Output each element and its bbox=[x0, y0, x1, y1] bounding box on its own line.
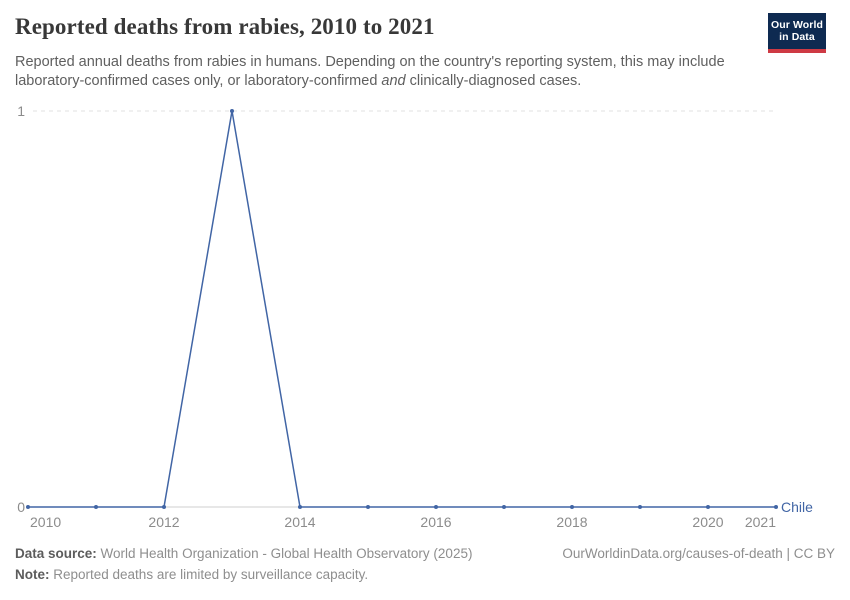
data-point-2012[interactable] bbox=[162, 505, 166, 509]
data-point-2013[interactable] bbox=[230, 109, 234, 113]
data-point-2011[interactable] bbox=[94, 505, 98, 509]
line-chart-canvas[interactable]: 0 1 2010 2012 2014 2016 2018 2020 2021 Chile bbox=[0, 95, 850, 540]
x-tick-label: 2018 bbox=[556, 514, 587, 530]
x-tick-label: 2020 bbox=[692, 514, 723, 530]
y-tick-label: 1 bbox=[17, 103, 25, 119]
owid-logo-line1: Our World bbox=[770, 18, 824, 31]
subtitle-text-end: clinically-diagnosed cases. bbox=[405, 73, 582, 90]
chart-title: Reported deaths from rabies, 2010 to 202… bbox=[15, 14, 435, 39]
x-tick-label: 2016 bbox=[420, 514, 451, 530]
data-point-2020[interactable] bbox=[706, 505, 710, 509]
data-point-2015[interactable] bbox=[366, 505, 370, 509]
data-source-value: World Health Organization - Global Healt… bbox=[96, 546, 473, 561]
owid-logo[interactable]: Our World in Data bbox=[768, 13, 826, 53]
note-line: Note: Reported deaths are limited by sur… bbox=[15, 567, 368, 582]
data-source-label: Data source: bbox=[15, 546, 97, 561]
trend-line-chile[interactable] bbox=[28, 110, 776, 508]
y-tick-label: 0 bbox=[17, 499, 25, 515]
data-point-2018[interactable] bbox=[570, 505, 574, 509]
owid-logo-line2: in Data bbox=[779, 31, 815, 43]
note-value: Reported deaths are limited by surveilla… bbox=[49, 566, 369, 582]
x-tick-label: 2012 bbox=[148, 514, 179, 530]
entity-label-chile[interactable]: Chile bbox=[781, 499, 813, 515]
chart-subtitle: Reported annual deaths from rabies in hu… bbox=[15, 53, 745, 91]
credit-link[interactable]: OurWorldinData.org/causes-of-death | CC … bbox=[562, 546, 835, 561]
data-point-2016[interactable] bbox=[434, 505, 438, 509]
note-label: Note: bbox=[15, 566, 50, 582]
data-point-2017[interactable] bbox=[502, 505, 506, 509]
data-point-2021[interactable] bbox=[774, 505, 778, 509]
subtitle-italic-word: and bbox=[381, 73, 406, 90]
x-tick-label: 2021 bbox=[745, 514, 776, 530]
data-point-2010[interactable] bbox=[26, 505, 30, 509]
x-tick-label: 2014 bbox=[284, 514, 315, 530]
chart-footer: Data source: World Health Organization -… bbox=[15, 544, 835, 586]
x-tick-label: 2010 bbox=[30, 514, 61, 530]
data-point-2014[interactable] bbox=[298, 505, 302, 509]
data-source-line: Data source: World Health Organization -… bbox=[15, 544, 472, 565]
subtitle-text: Reported annual deaths from rabies in hu… bbox=[15, 54, 725, 90]
data-point-2019[interactable] bbox=[638, 505, 642, 509]
